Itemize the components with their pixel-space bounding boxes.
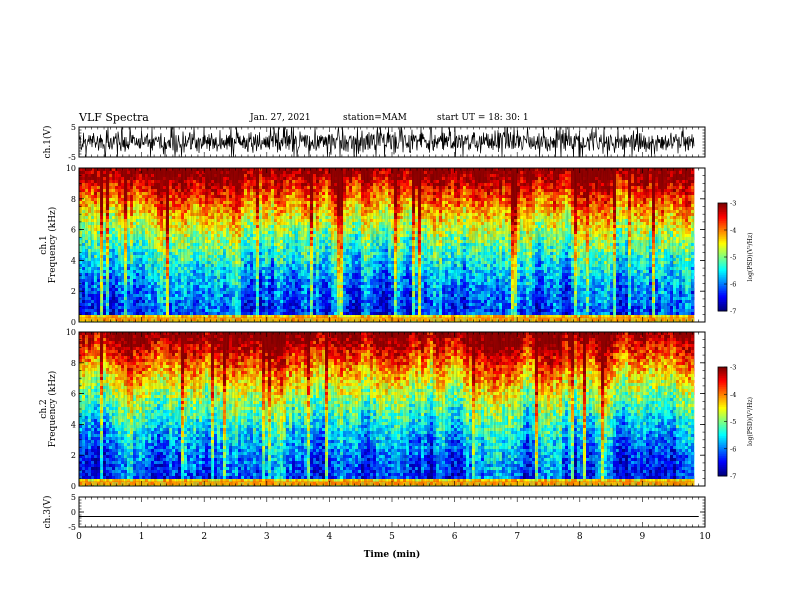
station-label: station=MAM	[343, 113, 407, 123]
panel-frame	[78, 126, 706, 158]
chart-title: VLF Spectra	[79, 111, 149, 124]
ytick-label: 5	[71, 123, 76, 132]
ch1-waveform-panel: 5 -5 ch.1(V)	[42, 123, 706, 162]
ytick-label: -5	[68, 153, 76, 162]
start-time-label: start UT = 18: 30: 1	[437, 113, 529, 123]
date-label: Jan. 27, 2021	[250, 113, 311, 123]
ylabel: ch.1(V)	[42, 126, 53, 159]
ch1-waveform-trace	[78, 126, 695, 158]
